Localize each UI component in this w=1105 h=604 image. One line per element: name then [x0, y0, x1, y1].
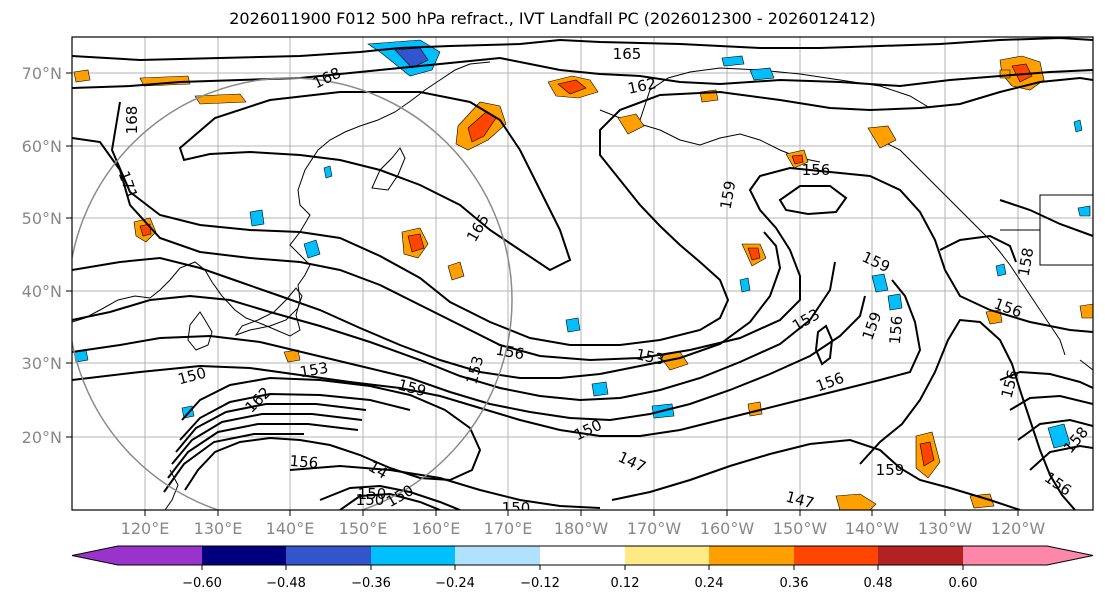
- colorbar-tick-label: 0.12: [611, 576, 640, 591]
- lon-tick-label: 120°E: [121, 519, 170, 538]
- colorbar-bin: [709, 546, 794, 565]
- colorbar-bin: [202, 546, 286, 565]
- colorbar-extend-max: [1047, 546, 1093, 565]
- lon-tick-label: 120°W: [991, 519, 1046, 538]
- lon-tick-label: 130°E: [194, 519, 243, 538]
- lat-tick-label: 70°N: [22, 64, 62, 83]
- lon-tick-label: 170°E: [484, 519, 533, 538]
- colorbar-bin: [625, 546, 709, 565]
- colorbar-tick-label: 0.60: [949, 576, 978, 591]
- colorbar-bin: [371, 546, 455, 565]
- lon-tick-label: 130°W: [918, 519, 973, 538]
- contour-label: 162: [626, 74, 658, 98]
- lon-tick-label: 150°E: [339, 519, 388, 538]
- contour-label: 150: [502, 499, 531, 517]
- lat-tick-label: 20°N: [22, 428, 62, 447]
- colorbar-tick-label: −0.48: [266, 576, 306, 591]
- colorbar-tick-label: −0.36: [351, 576, 391, 591]
- colorbar-bin: [118, 546, 202, 565]
- colorbar-tick-label: 0.36: [780, 576, 809, 591]
- lon-tick-label: 150°W: [773, 519, 828, 538]
- figure-title: 2026011900 F012 500 hPa refract., IVT La…: [229, 9, 876, 28]
- colorbar-extend-min: [72, 546, 118, 565]
- lat-tick-label: 40°N: [22, 282, 62, 301]
- lon-tick-label: 160°W: [700, 519, 755, 538]
- map-frame: [71, 36, 1094, 511]
- colorbar-tick-label: 0.48: [864, 576, 893, 591]
- colorbar-bin: [455, 546, 540, 565]
- longitude-axis: 120°E 130°E 140°E 150°E 160°E 170°E 180°W 170°W…: [121, 510, 1046, 538]
- lon-tick-label: 160°E: [412, 519, 461, 538]
- contour-label: 159: [717, 179, 740, 210]
- contour-label: 159: [876, 461, 905, 479]
- colorbar-bin: [540, 546, 625, 565]
- colorbar-bin: [794, 546, 878, 565]
- region-circle: [72, 77, 513, 510]
- latitude-axis: 70°N 60°N 50°N 40°N 30°N 20°N: [22, 64, 72, 447]
- contour-label: 156: [802, 161, 831, 179]
- lat-tick-label: 60°N: [22, 137, 62, 156]
- contour-label: 153: [634, 345, 666, 369]
- colorbar-bin: [963, 546, 1047, 565]
- ivt-pc-fill-regions: [73, 39, 1093, 510]
- lon-tick-label: 140°W: [845, 519, 900, 538]
- contour-label: 165: [613, 45, 642, 63]
- colorbar-bin: [286, 546, 371, 565]
- contour-label: 150: [356, 491, 385, 509]
- colorbar-tick-label: 0.24: [695, 576, 724, 591]
- contour-label: 150: [358, 485, 387, 503]
- contour-label: 156: [886, 315, 906, 345]
- colorbar: −0.60 −0.48 −0.36 −0.24 −0.12 0.12 0.24 0.36 0.4…: [71, 545, 1094, 591]
- lat-tick-label: 50°N: [22, 209, 62, 228]
- contour-label: 168: [123, 106, 141, 135]
- contour-label: 156: [289, 452, 319, 472]
- contour-label: 153: [298, 359, 329, 382]
- colorbar-tick-label: −0.24: [435, 576, 475, 591]
- colorbar-bin: [878, 546, 963, 565]
- contour-label: 158: [1015, 246, 1038, 277]
- colorbar-outline: [71, 545, 1094, 566]
- lat-tick-label: 30°N: [22, 354, 62, 373]
- lon-tick-label: 140°E: [266, 519, 315, 538]
- lon-tick-label: 170°W: [627, 519, 682, 538]
- colorbar-tick-label: −0.12: [520, 576, 560, 591]
- lon-tick-label: 180°W: [554, 519, 609, 538]
- contour-label: 156: [494, 341, 525, 364]
- colorbar-tick-label: −0.60: [182, 576, 222, 591]
- contour-label: 147: [784, 488, 816, 513]
